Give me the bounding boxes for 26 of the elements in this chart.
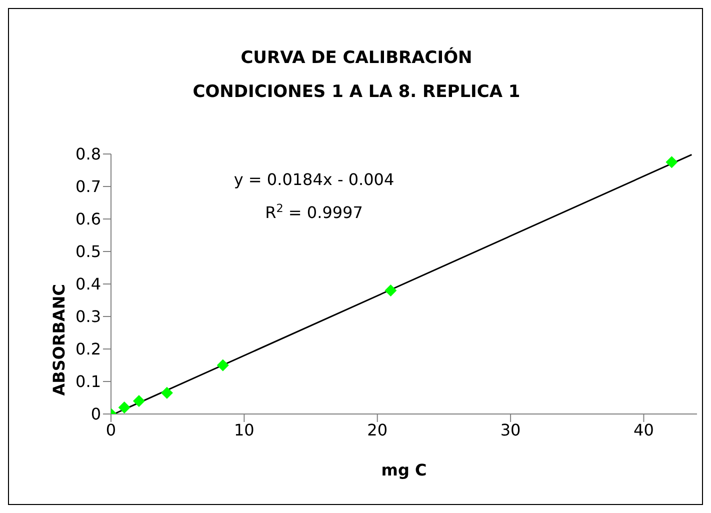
point — [118, 402, 130, 414]
y-tick-label: 0.7 — [76, 177, 101, 196]
point — [666, 156, 678, 168]
y-tick-label: 0.6 — [76, 210, 101, 229]
point — [160, 386, 173, 399]
x-tick-label: 20 — [367, 420, 388, 440]
y-tick-label: 0 — [90, 404, 101, 424]
x-tick-label: 40 — [634, 420, 654, 440]
x-tick-label: 10 — [234, 420, 254, 440]
x-tick-label: 0 — [106, 420, 116, 440]
text: CURVA DE CALIBRACIÓN — [240, 48, 472, 68]
x-tick-label: 30 — [500, 420, 521, 440]
x-axis-title: mg C — [381, 460, 427, 480]
point — [216, 359, 229, 372]
point — [384, 284, 397, 296]
y-tick-label: 0.4 — [76, 274, 101, 294]
y-tick-label: 0.2 — [76, 340, 101, 359]
annotation: R$^{2}$ = 0.9997 — [265, 202, 363, 222]
y-tick-label: 0.3 — [76, 307, 101, 326]
point — [132, 395, 145, 407]
y-tick-label: 0.1 — [76, 372, 101, 392]
annotation: y = 0.0184x - 0.004 — [234, 170, 394, 189]
text: CONDICIONES 1 A LA 8. REPLICA 1 — [192, 82, 520, 102]
y-tick-label: 0.5 — [76, 242, 101, 262]
y-axis-title: ABSORBANC — [50, 284, 69, 396]
y-tick-label: 0.8 — [76, 144, 101, 164]
